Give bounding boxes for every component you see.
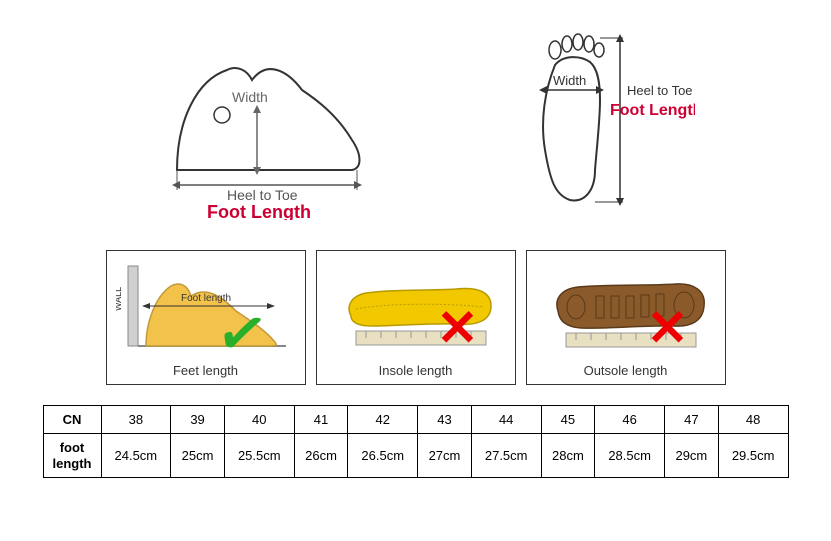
table-cell: 27.5cm xyxy=(471,434,541,478)
table-row: CN 38 39 40 41 42 43 44 45 46 47 48 xyxy=(43,406,788,434)
table-cell: 40 xyxy=(224,406,294,434)
table-cell: 46 xyxy=(595,406,665,434)
bottom-heel-toe-label: Heel to Toe xyxy=(627,83,693,98)
table-cell: 29cm xyxy=(664,434,718,478)
method-feet-length: WALL Foot length ✓ Feet length xyxy=(106,250,306,385)
method-outsole-length: ✕ Outsole length xyxy=(526,250,726,385)
table-cell: 47 xyxy=(664,406,718,434)
measurement-methods-row: WALL Foot length ✓ Feet length xyxy=(43,240,789,400)
foot-bottom-diagram: Width Heel to Toe Foot Length xyxy=(495,20,695,220)
method-insole-length: ✕ Insole length xyxy=(316,250,516,385)
size-chart-table: CN 38 39 40 41 42 43 44 45 46 47 48 foot… xyxy=(43,405,789,478)
side-width-label: Width xyxy=(232,89,268,105)
table-cell: 28cm xyxy=(541,434,595,478)
measurement-diagrams: Width Heel to Toe Foot Length xyxy=(43,10,789,240)
table-cell: 29.5cm xyxy=(718,434,788,478)
table-cell: 28.5cm xyxy=(595,434,665,478)
table-row: foot length 24.5cm 25cm 25.5cm 26cm 26.5… xyxy=(43,434,788,478)
table-cell: 39 xyxy=(171,406,225,434)
table-cell: 38 xyxy=(101,406,171,434)
row-head-cn: CN xyxy=(43,406,101,434)
table-cell: 44 xyxy=(471,406,541,434)
side-foot-length-label: Foot Length xyxy=(207,202,311,220)
table-cell: 42 xyxy=(348,406,418,434)
method-outsole-label: Outsole length xyxy=(584,363,668,384)
table-cell: 26.5cm xyxy=(348,434,418,478)
cross-icon: ✕ xyxy=(647,299,689,357)
table-cell: 26cm xyxy=(294,434,348,478)
wall-label: WALL xyxy=(116,287,123,311)
bottom-width-label: Width xyxy=(553,73,586,88)
table-cell: 27cm xyxy=(418,434,472,478)
cross-icon: ✕ xyxy=(437,299,479,357)
side-heel-toe-label: Heel to Toe xyxy=(227,187,298,203)
table-cell: 25.5cm xyxy=(224,434,294,478)
table-cell: 24.5cm xyxy=(101,434,171,478)
method-insole-label: Insole length xyxy=(379,363,453,384)
table-cell: 41 xyxy=(294,406,348,434)
table-cell: 48 xyxy=(718,406,788,434)
row-head-foot-length: foot length xyxy=(43,434,101,478)
bottom-foot-length-label: Foot Length xyxy=(610,102,695,119)
table-cell: 43 xyxy=(418,406,472,434)
table-cell: 45 xyxy=(541,406,595,434)
foot-side-diagram: Width Heel to Toe Foot Length xyxy=(137,20,387,220)
table-cell: 25cm xyxy=(171,434,225,478)
